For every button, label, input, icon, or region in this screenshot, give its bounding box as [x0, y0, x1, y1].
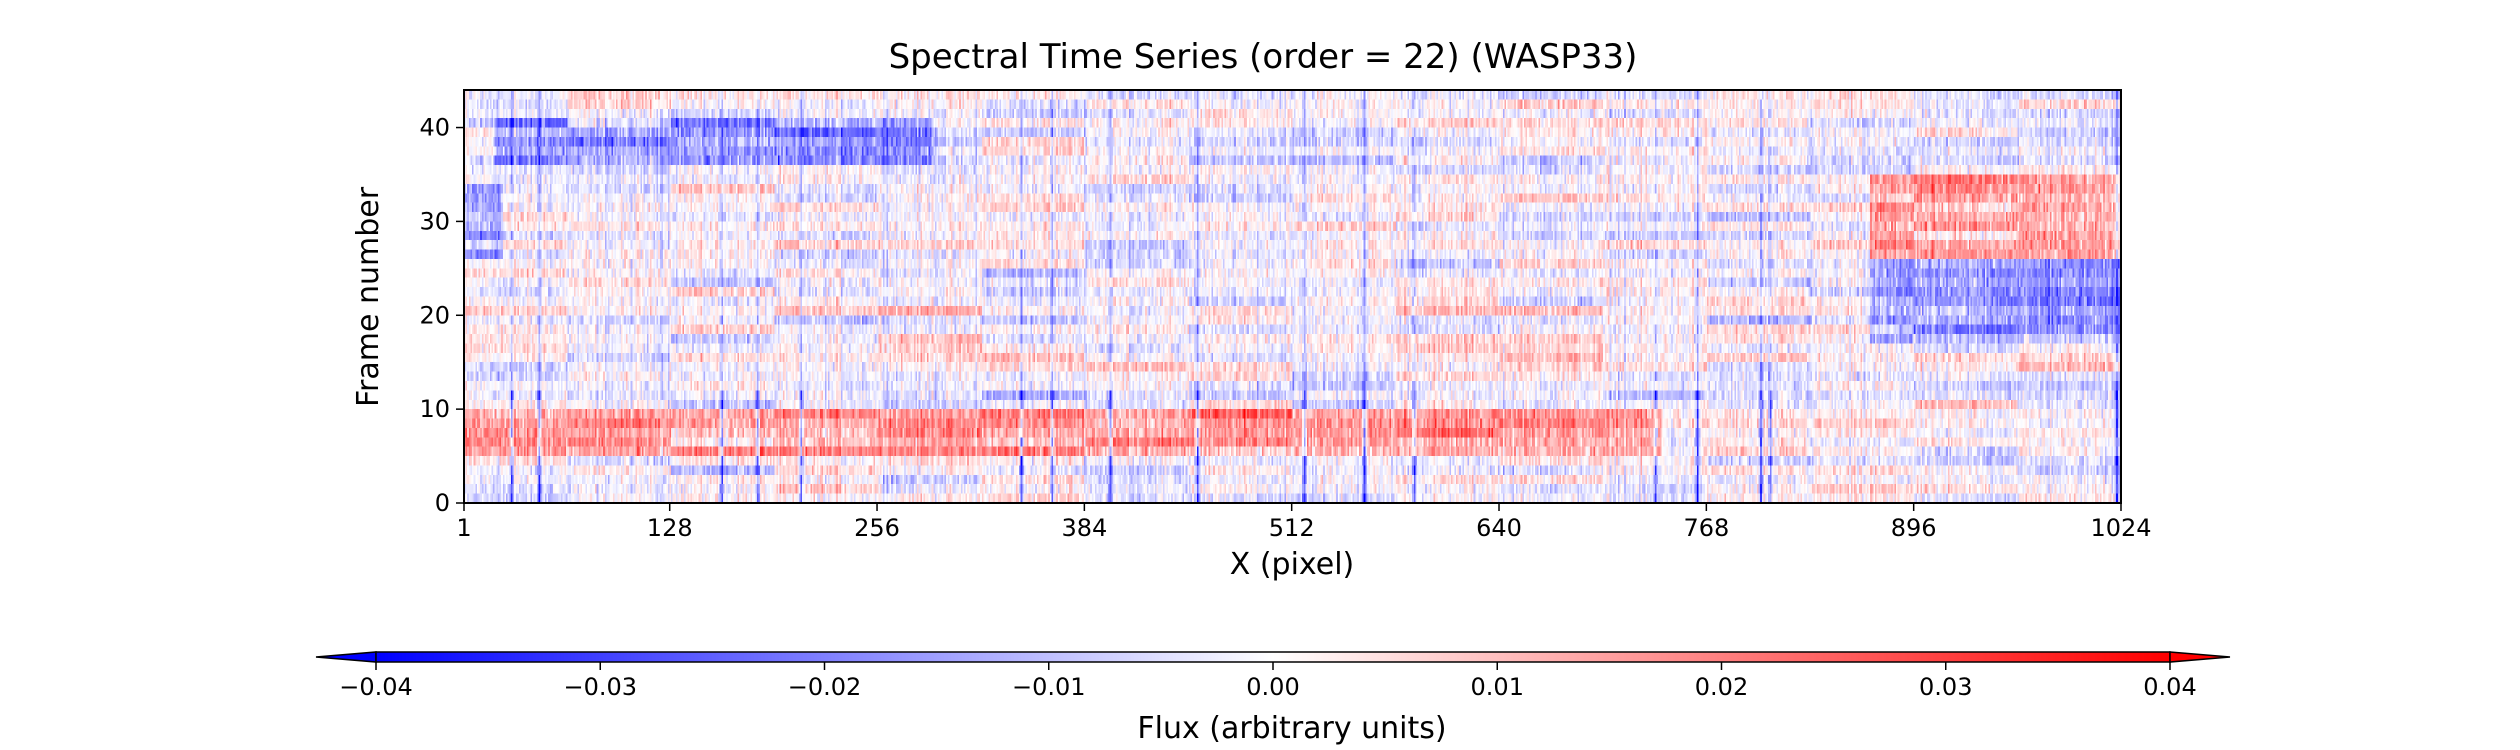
colorbar-gradient [375, 651, 2171, 663]
colorbar-ticks: −0.04 −0.03 −0.02 −0.01 0.00 0.01 0.02 0.03 0.04 [339, 662, 2197, 701]
y-axis-label: Frame number [351, 186, 386, 407]
colorbar-tick-label: 0.01 [1471, 673, 1524, 701]
colorbar-tick-label: 0.04 [2143, 673, 2196, 701]
chart-title: Spectral Time Series (order = 22) (WASP3… [889, 37, 1638, 77]
x-axis-label: X (pixel) [1230, 547, 1355, 582]
x-tick-label: 128 [647, 514, 693, 542]
x-tick-label: 1024 [2090, 514, 2151, 542]
colorbar-tick-label: 0.02 [1695, 673, 1748, 701]
x-tick-label: 768 [1683, 514, 1729, 542]
colorbar: −0.04 −0.03 −0.02 −0.01 0.00 0.01 0.02 0.03 0.04 [315, 651, 2231, 701]
x-axis: 1 128 256 384 512 640 768 896 1024 [456, 503, 2152, 542]
x-tick-label: 1 [456, 514, 471, 542]
colorbar-tick-label: −0.04 [339, 673, 413, 701]
x-tick-label: 640 [1476, 514, 1522, 542]
plot-frame [463, 89, 2122, 504]
y-tick-label: 20 [419, 301, 450, 329]
colorbar-tick-label: −0.02 [788, 673, 862, 701]
x-tick-label: 384 [1061, 514, 1107, 542]
heatmap [464, 90, 2121, 503]
colorbar-label: Flux (arbitrary units) [1137, 711, 1446, 746]
x-tick-label: 896 [1891, 514, 1937, 542]
y-tick-label: 0 [435, 489, 450, 517]
colorbar-tick-label: 0.00 [1246, 673, 1299, 701]
colorbar-extend-low [315, 651, 377, 663]
colorbar-tick-label: −0.01 [1012, 673, 1086, 701]
colorbar-extend-high [2169, 651, 2231, 663]
y-axis: 0 10 20 30 40 [419, 114, 464, 517]
colorbar-tick-label: 0.03 [1919, 673, 1972, 701]
colorbar-tick-label: −0.03 [563, 673, 637, 701]
y-tick-label: 40 [419, 114, 450, 142]
x-tick-label: 512 [1269, 514, 1315, 542]
x-tick-label: 256 [854, 514, 900, 542]
heatmap-image [464, 90, 2121, 503]
y-tick-label: 10 [419, 395, 450, 423]
y-tick-label: 30 [419, 207, 450, 235]
